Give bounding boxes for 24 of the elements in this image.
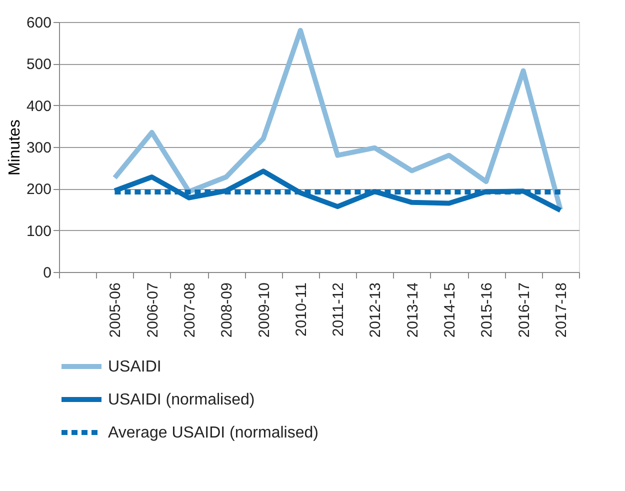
y-tick-label: 200 <box>26 181 52 198</box>
legend-label: USAIDI <box>108 358 162 376</box>
x-tick-label: 2011-12 <box>330 282 348 336</box>
x-tick-label: 2008-09 <box>218 282 236 338</box>
x-tick-label: 2006-07 <box>144 282 162 338</box>
x-tick-label: 2017-18 <box>552 282 570 338</box>
y-axis-title: Minutes <box>6 119 24 176</box>
x-tick-label: 2005-06 <box>107 282 124 338</box>
x-tick-label: 2016-17 <box>516 282 533 338</box>
y-tick-label: 300 <box>26 140 52 156</box>
y-tick-label: 500 <box>26 56 52 74</box>
x-tick-label: 2015-16 <box>478 282 496 338</box>
y-tick-label: 400 <box>26 98 52 115</box>
y-tick-label: 0 <box>43 264 52 282</box>
x-tick-label: 2007-08 <box>182 282 198 338</box>
x-tick-label: 2013-14 <box>404 282 422 338</box>
legend-label: Average USAIDI (normalised) <box>108 424 318 442</box>
x-tick-label: 2012-13 <box>367 282 384 338</box>
y-tick-label: 100 <box>26 222 52 240</box>
x-tick-label: 2010-11 <box>292 282 310 336</box>
x-tick-label: 2009-10 <box>256 282 273 338</box>
x-tick-label: 2014-15 <box>442 282 458 338</box>
y-tick-label: 600 <box>26 14 52 32</box>
legend-label: USAIDI (normalised) <box>108 392 255 408</box>
